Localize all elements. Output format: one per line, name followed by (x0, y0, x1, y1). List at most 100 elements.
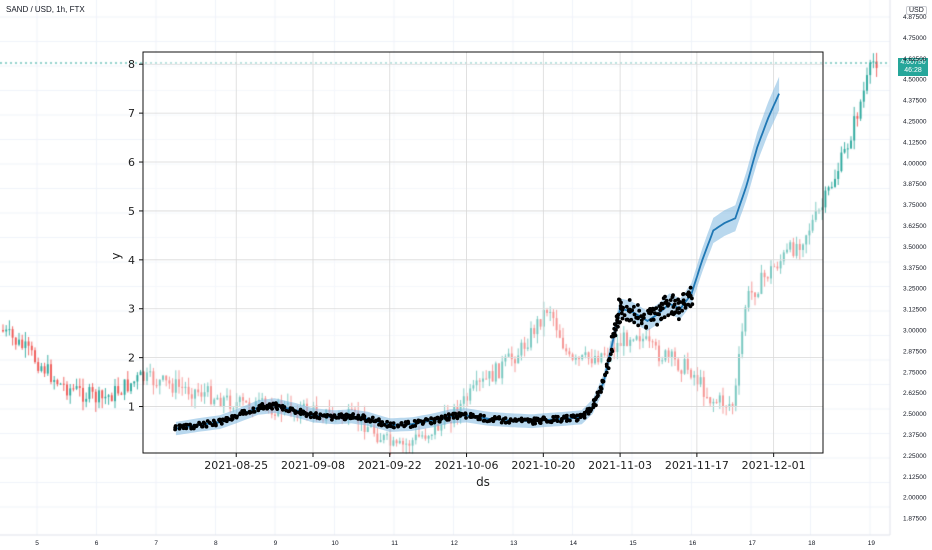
observed-point (681, 292, 685, 297)
price-axis-tick: 4.25000 (903, 119, 927, 126)
x-tick-label: 2021-08-25 (204, 459, 268, 472)
y-tick-label: 8 (128, 58, 135, 71)
observed-point (336, 415, 341, 420)
observed-point (290, 406, 295, 411)
time-axis-tick: 11 (391, 540, 398, 547)
observed-point (314, 411, 318, 415)
y-tick-label: 6 (128, 156, 135, 169)
observed-point (210, 423, 215, 428)
observed-point (474, 415, 478, 419)
observed-point (529, 418, 534, 423)
observed-point (619, 311, 624, 316)
observed-point (617, 297, 621, 302)
observed-point (683, 303, 688, 307)
observed-point (478, 417, 482, 422)
observed-point (185, 422, 190, 427)
observed-point (551, 418, 556, 423)
time-axis-tick: 16 (689, 540, 697, 547)
observed-point (446, 412, 451, 416)
observed-point (617, 320, 622, 325)
observed-point (671, 293, 675, 298)
time-axis-tick: 17 (749, 540, 757, 547)
observed-point (305, 412, 309, 416)
time-axis-tick: 18 (808, 540, 816, 547)
observed-point (594, 403, 598, 408)
bar-countdown: 46:28 (904, 67, 922, 74)
observed-point (673, 310, 678, 314)
observed-point (629, 317, 634, 322)
observed-point (286, 409, 291, 414)
observed-point (463, 411, 468, 416)
observed-point (271, 402, 276, 407)
observed-point (308, 411, 313, 416)
observed-point (507, 420, 512, 425)
observed-point (622, 313, 627, 318)
price-axis-tick: 2.87500 (903, 348, 927, 355)
observed-point (620, 316, 625, 321)
observed-point (690, 302, 695, 307)
observed-point (453, 411, 458, 416)
observed-point (615, 315, 620, 320)
observed-point (238, 412, 242, 417)
observed-point (413, 424, 418, 428)
price-axis-tick: 3.62500 (903, 223, 927, 230)
observed-point (368, 419, 373, 424)
last-price: 4.60750 (900, 59, 926, 66)
observed-point (575, 417, 580, 422)
observed-point (608, 352, 613, 356)
observed-point (455, 416, 460, 421)
observed-point (671, 305, 676, 309)
observed-point (616, 312, 621, 317)
time-axis-tick: 14 (570, 540, 578, 547)
price-axis-tick: 4.37500 (903, 98, 927, 105)
time-axis-tick: 6 (95, 540, 99, 547)
observed-point (432, 419, 437, 424)
observed-point (627, 307, 632, 312)
observed-point (252, 409, 257, 414)
observed-point (688, 285, 693, 290)
observed-point (582, 415, 587, 420)
observed-point (219, 421, 224, 426)
last-price-tag: 4.60750 46:28 (898, 58, 928, 76)
observed-point (481, 419, 486, 423)
observed-point (251, 406, 256, 411)
observed-point (639, 321, 644, 326)
observed-point (599, 386, 604, 391)
currency-label[interactable]: USD (906, 6, 927, 15)
observed-point (439, 414, 444, 419)
observed-point (244, 411, 248, 416)
x-tick-label: 2021-10-20 (511, 459, 575, 472)
time-axis-tick: 8 (214, 540, 218, 547)
price-axis-tick: 2.62500 (903, 390, 927, 397)
x-tick-label: 2021-11-17 (665, 459, 729, 472)
observed-point (514, 419, 519, 423)
price-axis-tick: 4.50000 (903, 77, 927, 84)
observed-point (604, 364, 609, 369)
observed-point (519, 419, 524, 424)
price-axis-tick: 3.87500 (903, 181, 927, 188)
observed-point (191, 426, 196, 431)
observed-point (184, 426, 189, 431)
time-axis-tick: 7 (154, 540, 158, 547)
price-axis-tick: 2.75000 (903, 369, 927, 376)
price-axis-tick: 4.62500 (903, 56, 927, 63)
time-axis-tick: 12 (451, 540, 459, 547)
price-axis-tick: 4.87500 (903, 14, 927, 21)
observed-point (425, 418, 430, 422)
observed-point (471, 412, 475, 417)
observed-point (340, 415, 345, 420)
price-axis-tick: 3.37500 (903, 265, 927, 272)
observed-point (275, 403, 279, 407)
observed-point (173, 425, 178, 430)
observed-point (492, 416, 497, 421)
observed-point (406, 421, 411, 425)
observed-point (614, 328, 618, 332)
observed-point (447, 416, 451, 420)
observed-point (644, 325, 648, 330)
observed-point (264, 405, 269, 410)
observed-point (559, 419, 563, 424)
price-axis-tick: 3.12500 (903, 307, 927, 314)
price-axis-tick: 4.12500 (903, 139, 927, 146)
observed-point (668, 298, 673, 302)
observed-point (662, 315, 667, 320)
